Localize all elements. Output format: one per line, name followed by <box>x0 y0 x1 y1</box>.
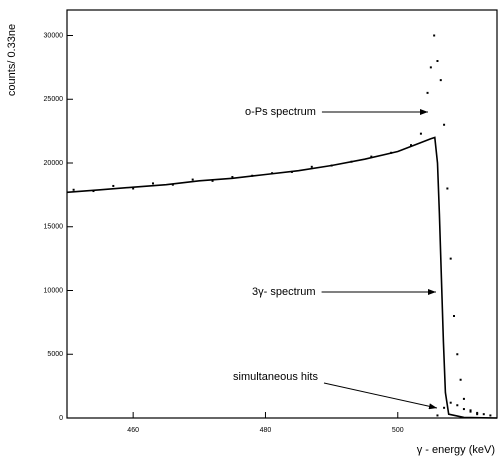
data-point <box>449 401 452 404</box>
data-point <box>419 132 422 135</box>
data-point <box>72 188 75 191</box>
x-tick-label: 480 <box>260 427 272 434</box>
plot-frame <box>66 9 498 419</box>
x-tick-label: 500 <box>392 427 404 434</box>
data-point <box>112 184 115 187</box>
data-point <box>446 187 449 190</box>
data-point <box>453 315 455 317</box>
data-point <box>456 353 459 356</box>
data-point <box>482 413 485 416</box>
data-point <box>231 176 234 179</box>
data-point <box>429 66 432 69</box>
data-point <box>436 60 439 62</box>
data-point <box>462 397 465 400</box>
y-tick-label: 10000 <box>44 287 64 294</box>
data-point <box>211 179 214 182</box>
data-point <box>152 182 154 185</box>
annotation: simultaneous hits <box>233 371 318 383</box>
data-point <box>443 123 446 126</box>
y-tick-label: 15000 <box>44 224 64 231</box>
data-point <box>449 257 452 260</box>
data-point <box>476 413 479 416</box>
annotation: 3γ- spectrum <box>252 286 316 298</box>
y-tick-label: 25000 <box>44 96 64 103</box>
x-tick-label: 460 <box>127 427 139 434</box>
x-axis-label: γ - energy (keV) <box>417 444 495 456</box>
data-point <box>436 414 439 417</box>
data-point <box>489 414 492 417</box>
data-point <box>370 155 373 158</box>
y-tick-label: 0 <box>59 415 63 422</box>
annotation-arrow <box>323 382 438 410</box>
data-point <box>439 79 442 82</box>
data-point <box>426 91 429 94</box>
y-tick-label: 30000 <box>44 32 64 39</box>
data-point <box>443 406 446 409</box>
y-tick-label: 20000 <box>44 160 64 167</box>
data-point <box>132 187 135 190</box>
data-point <box>459 378 462 381</box>
annotation: o-Ps spectrum <box>245 106 316 118</box>
data-point <box>410 144 412 147</box>
spectrum-line <box>66 136 498 419</box>
data-point <box>310 165 313 168</box>
y-tick-label: 5000 <box>47 351 63 358</box>
data-point <box>462 408 465 411</box>
y-axis-label: counts/ 0.33ne <box>6 24 18 96</box>
data-point <box>191 178 194 181</box>
data-point <box>469 409 472 412</box>
data-point <box>433 34 436 37</box>
data-point <box>476 411 479 414</box>
data-point <box>469 410 472 413</box>
data-point <box>456 404 459 407</box>
